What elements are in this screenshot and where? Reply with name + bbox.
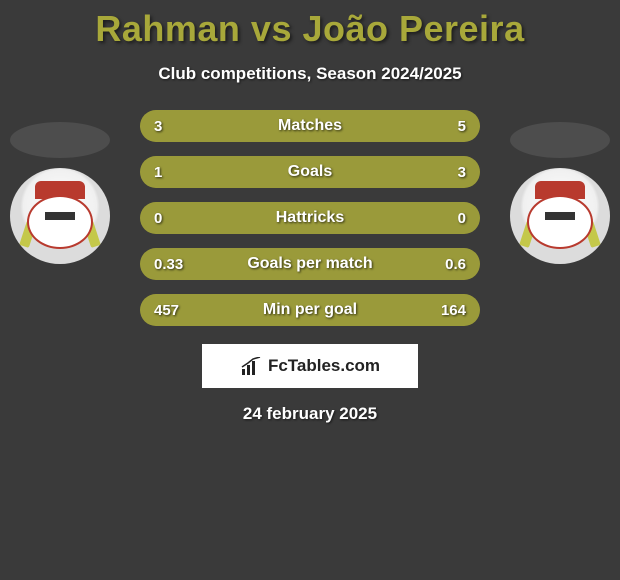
stat-row: 0.33Goals per match0.6: [140, 248, 480, 280]
stat-row: 3Matches5: [140, 110, 480, 142]
stat-label: Goals per match: [140, 255, 480, 273]
player-right-block: [510, 122, 610, 264]
stat-row: 0Hattricks0: [140, 202, 480, 234]
stat-value-right: 5: [458, 118, 466, 135]
watermark: FcTables.com: [202, 344, 418, 388]
stat-value-right: 164: [441, 302, 466, 319]
subtitle: Club competitions, Season 2024/2025: [0, 64, 620, 84]
player-right-avatar-placeholder: [510, 122, 610, 158]
stat-value-right: 0: [458, 210, 466, 227]
stats-table: 3Matches51Goals30Hattricks00.33Goals per…: [140, 110, 480, 326]
stat-label: Goals: [140, 163, 480, 181]
date-label: 24 february 2025: [0, 404, 620, 424]
watermark-text: FcTables.com: [268, 356, 380, 376]
stat-label: Matches: [140, 117, 480, 135]
stat-label: Min per goal: [140, 301, 480, 319]
player-left-block: [10, 122, 110, 264]
stat-label: Hattricks: [140, 209, 480, 227]
page-title: Rahman vs João Pereira: [0, 0, 620, 50]
stat-value-right: 0.6: [445, 256, 466, 273]
stat-value-right: 3: [458, 164, 466, 181]
player-right-club-badge: [510, 168, 610, 264]
player-left-club-badge: [10, 168, 110, 264]
player-left-avatar-placeholder: [10, 122, 110, 158]
stat-row: 457Min per goal164: [140, 294, 480, 326]
stat-row: 1Goals3: [140, 156, 480, 188]
chart-icon: [240, 357, 262, 375]
